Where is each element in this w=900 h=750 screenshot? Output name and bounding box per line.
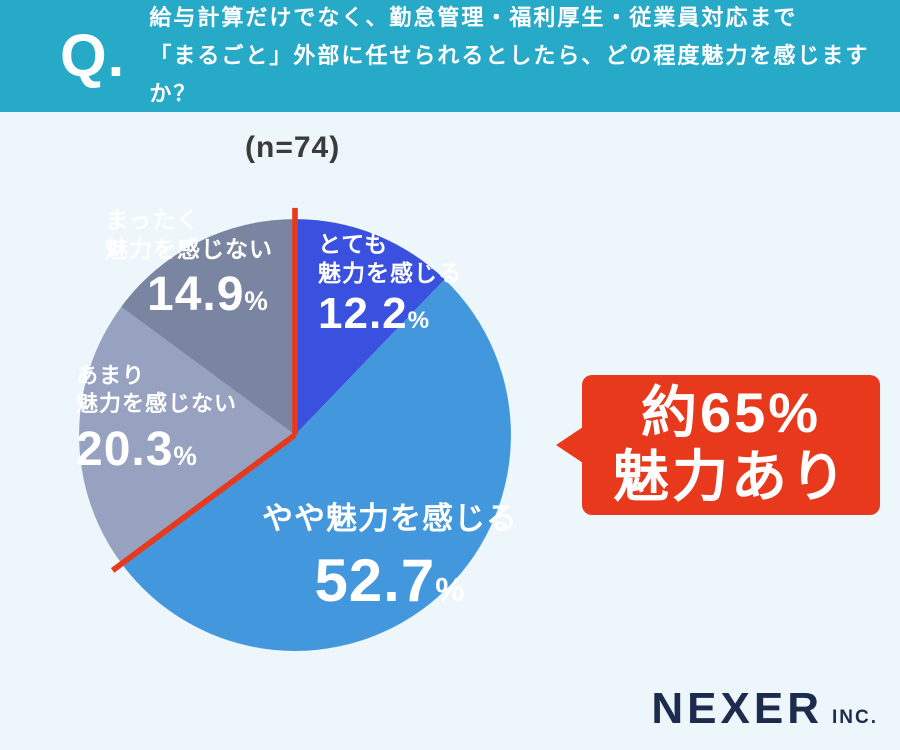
nexer-logo: NEXER INC. bbox=[651, 684, 878, 734]
question-text-line1: 給与計算だけでなく、勤怠管理・福利厚生・従業員対応まで bbox=[149, 5, 798, 30]
pie-label-not-very-attractive: あまり 魅力を感じない 20.3% bbox=[76, 362, 237, 479]
highlight-callout-badge: 約65% 魅力あり bbox=[556, 375, 880, 515]
question-mark-label: Q. bbox=[60, 22, 126, 89]
pie-slice-3 bbox=[121, 219, 296, 435]
callout-line1: 約65% bbox=[640, 381, 822, 444]
pie-value-very-attractive: 12.2% bbox=[318, 288, 431, 338]
pie-label-very-attractive: とても 魅力を感じる 12.2% bbox=[318, 230, 462, 340]
pie-slice-1 bbox=[121, 279, 511, 651]
pie-slice-2 bbox=[79, 306, 295, 564]
pie-slice-0 bbox=[295, 219, 445, 435]
question-text: 給与計算だけでなく、勤怠管理・福利厚生・従業員対応まで 「まるごと」外部に任せら… bbox=[149, 0, 900, 113]
question-header: Q. 給与計算だけでなく、勤怠管理・福利厚生・従業員対応まで 「まるごと」外部に… bbox=[0, 0, 900, 112]
pie-label-not-at-all-attractive: まったく 魅力を感じない 14.9% bbox=[105, 206, 273, 323]
logo-suffix: INC. bbox=[832, 707, 878, 728]
sample-size-label: (n=74) bbox=[245, 131, 341, 164]
pie-label-somewhat-attractive: やや魅力を感じる 52.7% bbox=[240, 500, 540, 617]
pie-value-somewhat-attractive: 52.7% bbox=[314, 546, 466, 614]
callout-line2: 魅力あり bbox=[613, 445, 849, 508]
pie-value-not-at-all-attractive: 14.9% bbox=[147, 267, 269, 321]
logo-name: NEXER bbox=[651, 684, 823, 733]
question-text-line2: 「まるごと」外部に任せられるとしたら、どの程度魅力を感じますか？ bbox=[149, 43, 870, 106]
pie-chart bbox=[65, 205, 525, 665]
pie-chart-svg bbox=[79, 207, 511, 651]
pie-value-not-very-attractive: 20.3% bbox=[76, 423, 198, 476]
callout-tail-icon bbox=[556, 425, 586, 465]
highlight-divider-line bbox=[110, 432, 297, 573]
